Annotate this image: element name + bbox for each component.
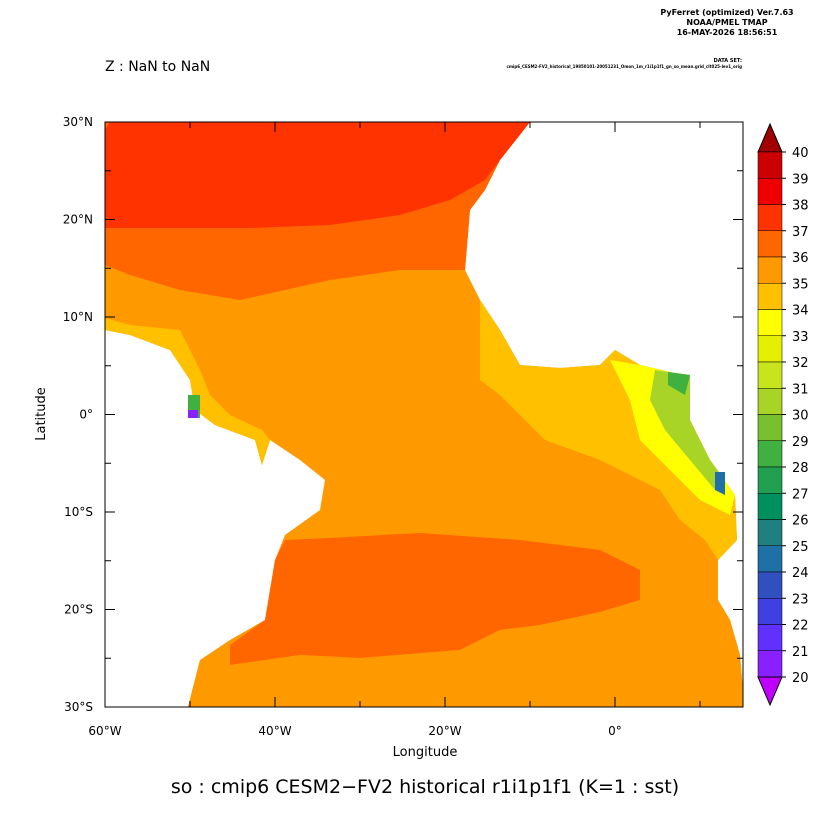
software: PyFerret (optimized) Ver.7.63 — [660, 8, 793, 17]
y-tick-label: 0° — [79, 408, 93, 422]
dataset-label: DATA SET: — [714, 58, 742, 64]
colorbar-segment — [757, 624, 783, 651]
caption: so : cmip6 CESM2−FV2 historical r1i1p1f1… — [171, 776, 679, 798]
colorbar-segment — [757, 545, 783, 573]
congo-core — [650, 370, 725, 490]
colorbar-segment — [757, 204, 783, 231]
colorbar-label: 24 — [792, 566, 809, 581]
colorbar-under — [757, 676, 783, 707]
colorbar-label: 37 — [792, 225, 809, 240]
colorbar-segment — [757, 571, 783, 599]
colorbar-segment — [757, 493, 783, 520]
colorbar-label: 27 — [792, 487, 809, 502]
dataset: cmip6_CESM2-FV2_historical_19850101-2005… — [506, 64, 742, 69]
date: 16-MAY-2026 18:56:51 — [677, 28, 778, 37]
colorbar-segment — [757, 230, 783, 258]
x-axis: 60°W 40°W 20°W 0° — [88, 122, 701, 738]
colorbar-label: 20 — [792, 671, 809, 686]
x-tick-label: 20°W — [428, 724, 461, 738]
colorbar-segment — [757, 283, 783, 310]
colorbar-segment — [757, 466, 783, 494]
colorbar-label: 33 — [792, 330, 809, 345]
x-tick-label: 60°W — [88, 724, 121, 738]
river-mouth — [668, 372, 690, 395]
colorbar-label: 36 — [792, 251, 809, 266]
colorbar-label: 30 — [792, 409, 809, 424]
colorbar-segment — [757, 335, 783, 363]
y-tick-label: 30°S — [64, 700, 93, 714]
colorbar-segment — [757, 598, 783, 625]
river-mouth-2 — [715, 472, 725, 495]
colorbar-segment — [757, 388, 783, 415]
colorbar-label: 39 — [792, 172, 809, 187]
colorbar-label: 35 — [792, 277, 809, 292]
y-axis-label: Latitude — [34, 387, 49, 441]
colorbar-label: 21 — [792, 645, 809, 660]
colorbar-label: 22 — [792, 619, 809, 634]
colorbar-label: 31 — [792, 382, 809, 397]
colorbar-segment — [757, 414, 783, 441]
guinea-fresh — [480, 300, 737, 560]
colorbar-over — [757, 122, 783, 153]
south-edge — [188, 600, 743, 707]
colorbar-label: 28 — [792, 461, 809, 476]
org: NOAA/PMEL TMAP — [686, 18, 767, 27]
colorbar-segment — [757, 309, 783, 336]
colorbar-label: 29 — [792, 435, 809, 450]
x-tick-label: 40°W — [258, 724, 291, 738]
y-tick-label: 30°N — [63, 115, 93, 129]
colorbar-segment — [757, 650, 783, 678]
z-range: Z : NaN to NaN — [105, 59, 210, 75]
y-tick-label: 10°N — [63, 310, 93, 324]
amazon-mouth — [188, 410, 198, 418]
colorbar-segment — [757, 361, 783, 389]
colorbar-segment — [757, 519, 783, 546]
colorbar: 40 39 38 37 36 35 34 33 32 31 30 29 28 27 26 25 24 23 22 21… — [757, 122, 809, 707]
x-tick-label: 0° — [608, 724, 622, 738]
map-field — [105, 122, 743, 707]
colorbar-label: 26 — [792, 514, 809, 529]
y-tick-label: 10°S — [64, 505, 93, 519]
y-axis: 30°N 20°N 10°N 0° 10°S 20°S 30°S — [63, 115, 743, 714]
colorbar-label: 25 — [792, 540, 809, 555]
y-tick-label: 20°S — [64, 603, 93, 617]
south-core — [230, 533, 640, 665]
colorbar-segment — [757, 256, 783, 284]
colorbar-label: 38 — [792, 199, 809, 214]
colorbar-segment — [757, 151, 783, 179]
y-tick-label: 20°N — [63, 213, 93, 227]
colorbar-segment — [757, 178, 783, 205]
colorbar-label: 23 — [792, 592, 809, 607]
x-axis-label: Longitude — [393, 745, 458, 760]
colorbar-label: 34 — [792, 304, 809, 319]
amazon-plume — [105, 318, 270, 465]
max-salinity-core — [105, 122, 530, 228]
colorbar-label: 32 — [792, 356, 809, 371]
colorbar-segment — [757, 440, 783, 468]
colorbar-label: 40 — [792, 146, 809, 161]
